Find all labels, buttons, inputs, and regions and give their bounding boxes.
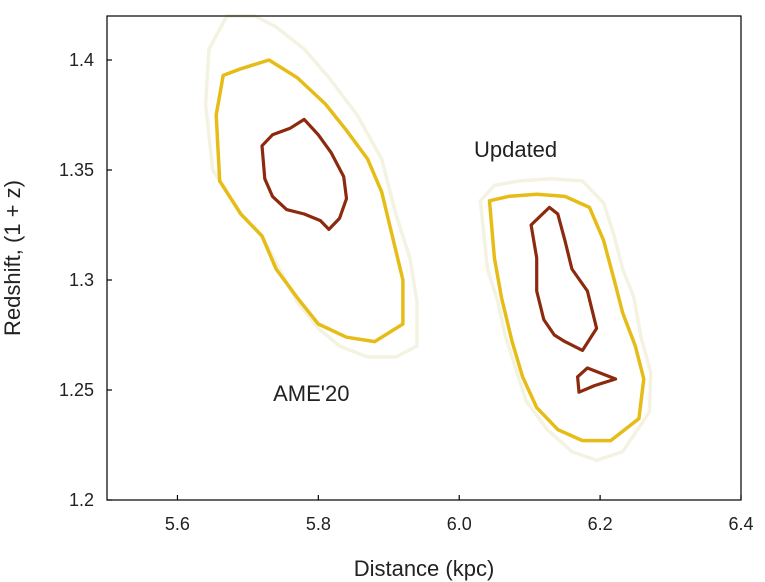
y-tick-label: 1.4: [69, 50, 94, 70]
y-tick-label: 1.3: [69, 270, 94, 290]
contour-outer: [478, 177, 653, 463]
x-tick-label: 5.8: [306, 514, 331, 534]
y-tick-label: 1.25: [59, 380, 94, 400]
x-tick-label: 6.2: [588, 514, 613, 534]
x-tick-label: 6.0: [447, 514, 472, 534]
y-axis-label: Redshift, (1 + z): [0, 180, 25, 336]
contour-layer: [203, 14, 653, 463]
annotations: AME'20 Updated: [273, 137, 557, 406]
annotation-label: AME'20: [273, 381, 349, 406]
contour-middle: [487, 192, 646, 443]
contour-group-updated: [478, 177, 653, 463]
annotation-label: Updated: [474, 137, 557, 162]
x-axis-label: Distance (kpc): [354, 556, 495, 581]
contour-inner: [260, 117, 349, 231]
contour-inner: [575, 366, 618, 394]
y-tick-label: 1.2: [69, 490, 94, 510]
contour-group-ame-20: [203, 14, 419, 359]
x-tick-label: 6.4: [728, 514, 753, 534]
x-tick-label: 5.6: [165, 514, 190, 534]
x-axis-ticks: 5.6 5.8 6.0 6.2 6.4: [165, 495, 754, 534]
contour-inner: [529, 205, 599, 352]
y-axis-ticks: 1.2 1.25 1.3 1.35 1.4: [59, 50, 112, 510]
y-tick-label: 1.35: [59, 160, 94, 180]
contour-middle: [214, 58, 405, 344]
plot-frame: [106, 15, 742, 501]
